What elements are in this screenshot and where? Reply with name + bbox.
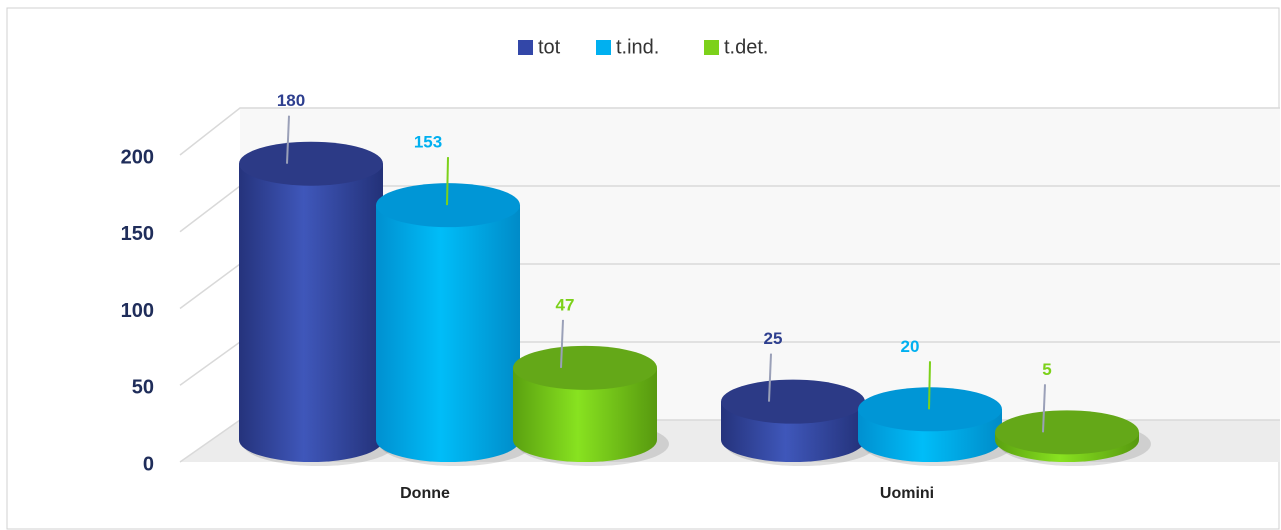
leader-line [928,361,931,410]
bar-top [721,379,865,424]
bar [376,205,520,462]
data-label: 47 [556,295,575,314]
grid-line [179,107,1280,156]
y-tick-label: 150 [121,223,154,245]
data-label: 180 [277,91,305,110]
y-tick-label: 0 [143,453,154,475]
leader-line [286,115,290,164]
data-label: 20 [901,337,920,356]
legend-swatch [704,40,719,55]
legend-label: tot [538,36,561,58]
x-tick-label: Donne [400,485,450,502]
y-tick-label: 100 [121,300,154,322]
legend-label: t.det. [724,36,768,58]
bar-top [995,410,1139,455]
leader-line [768,353,772,402]
bar [239,163,383,462]
bar [513,367,657,462]
leader-line [1042,384,1046,433]
legend-label: t.ind. [616,36,659,58]
y-tick-label: 200 [121,146,154,168]
x-tick-label: Uomini [880,485,934,502]
bar-top [513,345,657,390]
data-label: 153 [414,133,442,152]
data-label: 5 [1042,360,1051,379]
leader-line [560,319,564,368]
legend-swatch [518,40,533,55]
leader-line [446,157,449,206]
bar-top [239,141,383,186]
data-label: 25 [764,329,783,348]
legend-swatch [596,40,611,55]
y-tick-label: 50 [132,377,154,399]
